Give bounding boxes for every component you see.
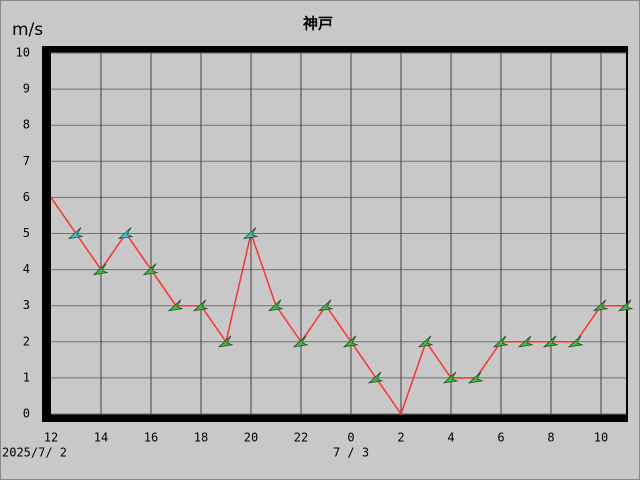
wind-marker	[592, 299, 609, 312]
y-tick-label: 3	[23, 298, 30, 312]
x-tick-label: 12	[44, 431, 58, 445]
chart-title: 神戸	[303, 15, 333, 33]
line	[50, 196, 626, 416]
wind-marker	[267, 299, 284, 312]
wind-marker	[67, 227, 84, 240]
x-tick-label: 10	[594, 431, 608, 445]
x-tick-label: 6	[497, 431, 504, 445]
wind-marker	[442, 371, 459, 384]
x-tick-label: 22	[294, 431, 308, 445]
wind-marker	[167, 299, 184, 312]
wind-marker	[217, 335, 234, 348]
wind-marker	[517, 335, 534, 348]
y-tick-label: 7	[23, 154, 30, 168]
x-tick-label: 2	[397, 431, 404, 445]
y-tick-label: 2	[23, 334, 30, 348]
y-axis-label: m/s	[12, 20, 43, 40]
x-tick-label: 18	[194, 431, 208, 445]
x-tick-label: 16	[144, 431, 158, 445]
y-tick-label: 6	[23, 190, 30, 204]
wind-marker	[92, 263, 109, 276]
wind-marker	[467, 371, 484, 384]
x-tick-label: 4	[447, 431, 454, 445]
wind-marker	[542, 335, 559, 348]
y-tick-label: 10	[16, 46, 30, 60]
y-tick-label: 5	[23, 226, 30, 240]
y-tick-label: 1	[23, 370, 30, 384]
wind-marker	[142, 263, 159, 276]
wind-marker	[292, 335, 309, 348]
wind-marker	[192, 299, 209, 312]
y-tick-label: 4	[23, 262, 30, 276]
wind-marker	[317, 299, 334, 312]
date-label: 7 / 3	[333, 446, 369, 460]
wind-marker	[492, 335, 509, 348]
wind-marker	[367, 371, 384, 384]
date-label: 2025/7/ 2	[2, 446, 67, 460]
y-tick-label: 8	[23, 118, 30, 132]
y-tick-label: 9	[23, 82, 30, 96]
x-tick-label: 14	[94, 431, 108, 445]
x-tick-label: 8	[547, 431, 554, 445]
x-tick-label: 20	[244, 431, 258, 445]
wind-marker	[417, 335, 434, 348]
wind-marker	[242, 227, 259, 240]
wind-marker	[117, 227, 134, 240]
wind-marker	[567, 335, 584, 348]
y-tick-label: 0	[23, 407, 30, 421]
wind-marker	[342, 335, 359, 348]
x-tick-label: 0	[347, 431, 354, 445]
wind-marker	[617, 299, 634, 312]
